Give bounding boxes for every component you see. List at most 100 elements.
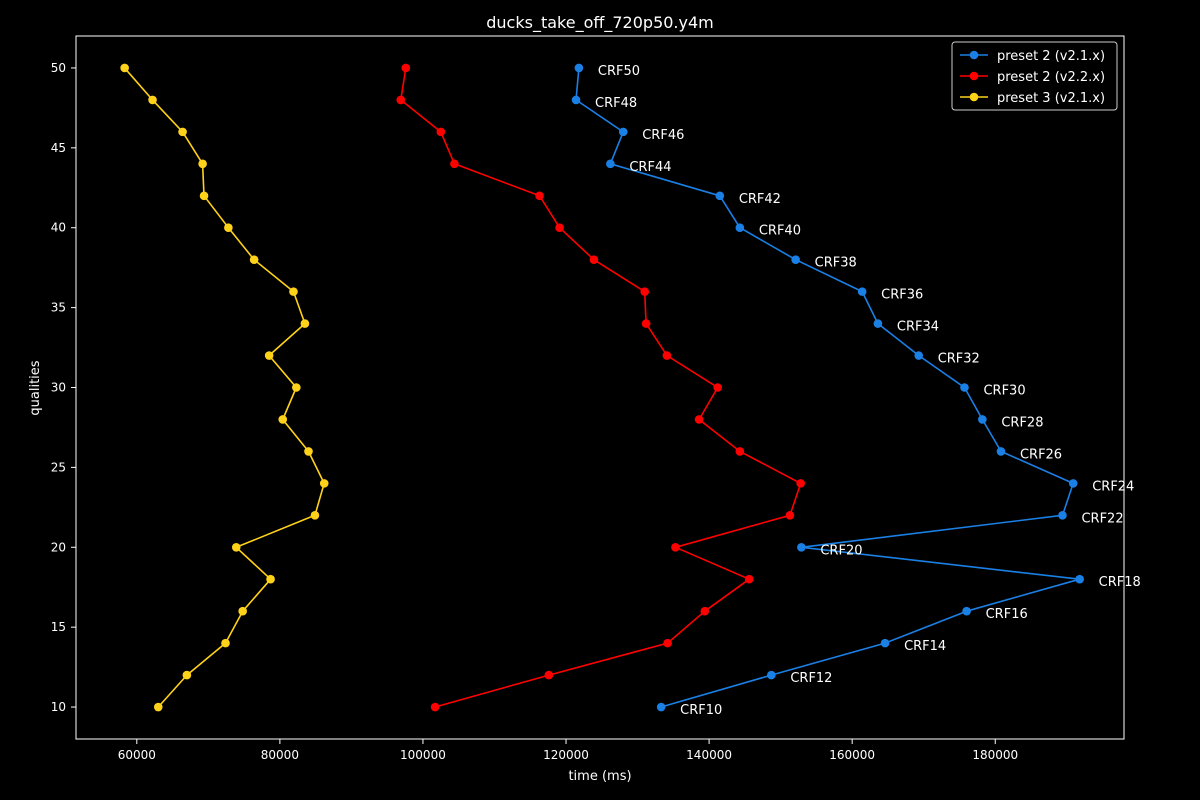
data-point [618, 127, 628, 137]
point-label: CRF24 [1092, 479, 1134, 494]
data-point [873, 319, 883, 328]
legend-entry: preset 2 (v2.2.x) [997, 70, 1105, 85]
data-point [310, 511, 320, 520]
point-label: CRF22 [1081, 511, 1123, 526]
legend-swatch-marker [969, 71, 979, 81]
data-point [198, 159, 207, 169]
x-tick-label: 140000 [686, 748, 732, 762]
legend-entry: preset 2 (v2.1.x) [997, 49, 1105, 64]
chart-title: ducks_take_off_720p50.y4m [486, 13, 714, 33]
point-label: CRF26 [1020, 447, 1062, 462]
y-axis-label: qualities [28, 360, 43, 415]
data-point [880, 638, 890, 648]
y-tick-label: 15 [51, 620, 66, 634]
data-point [962, 606, 971, 616]
point-label: CRF20 [820, 543, 862, 558]
data-point [640, 287, 650, 296]
point-label: CRF14 [904, 639, 946, 654]
point-label: CRF36 [881, 288, 923, 303]
point-label: CRF10 [680, 703, 722, 718]
data-point [120, 63, 129, 73]
point-label-layer: CRF10 CRF12 CRF14 CRF16 CRF18 CRF20 CRF22 CRF24… [595, 64, 1141, 718]
data-point [249, 255, 259, 264]
data-point [430, 702, 440, 712]
data-point [199, 191, 209, 201]
x-tick-label: 100000 [400, 748, 446, 762]
point-label: CRF42 [739, 192, 781, 207]
data-point [289, 287, 298, 296]
data-point [278, 415, 288, 424]
y-tick-label: 40 [51, 221, 66, 235]
data-point [555, 223, 564, 233]
y-tick-label: 35 [51, 301, 66, 315]
point-label: CRF40 [759, 224, 801, 239]
data-point [785, 511, 795, 520]
data-point [450, 159, 459, 169]
series-layer [120, 63, 1084, 712]
data-point [606, 159, 615, 169]
data-point [671, 542, 680, 552]
data-point [266, 574, 275, 584]
data-point [264, 351, 274, 360]
data-point [996, 447, 1006, 456]
x-axis-label: time (ms) [568, 769, 631, 784]
data-point [857, 287, 867, 296]
data-point [231, 542, 241, 552]
data-point [1075, 574, 1084, 584]
data-point [796, 479, 805, 488]
point-label: CRF48 [595, 96, 637, 111]
y-tick-label: 10 [51, 700, 66, 714]
data-point [224, 223, 233, 233]
data-point [767, 670, 776, 680]
point-label: CRF30 [983, 384, 1025, 399]
data-point [535, 191, 544, 201]
x-tick-label: 120000 [543, 748, 589, 762]
data-point [304, 447, 313, 456]
data-point [791, 255, 800, 264]
data-point [735, 447, 745, 456]
data-point [1058, 511, 1067, 520]
plot-area: 60000 80000 100000 120000 140000 160000 180000… [51, 35, 1125, 762]
data-point [978, 415, 987, 424]
data-point [319, 479, 329, 488]
legend-entry: preset 3 (v2.1.x) [997, 91, 1105, 106]
data-point [662, 351, 672, 360]
data-point [148, 95, 157, 105]
y-tick-label: 50 [51, 61, 66, 75]
data-point [694, 415, 704, 424]
data-point [735, 223, 745, 233]
data-point [544, 670, 554, 680]
data-point [656, 702, 666, 712]
data-point [182, 670, 192, 680]
point-label: CRF28 [1001, 415, 1043, 430]
data-point [153, 702, 163, 712]
point-label: CRF18 [1099, 575, 1141, 590]
y-tick-label: 25 [51, 460, 66, 474]
point-label: CRF16 [986, 607, 1028, 622]
data-point [744, 574, 754, 584]
data-point [574, 63, 584, 73]
x-tick-label: 80000 [261, 748, 299, 762]
y-tick-label: 45 [51, 141, 66, 155]
point-label: CRF46 [642, 128, 684, 143]
data-point [238, 606, 247, 616]
x-tick-label: 60000 [118, 748, 156, 762]
data-point [713, 383, 722, 392]
point-label: CRF44 [629, 160, 671, 175]
data-point [663, 638, 672, 648]
x-tick-label: 180000 [972, 748, 1018, 762]
legend-frame [951, 41, 1118, 111]
point-label: CRF32 [938, 352, 980, 367]
data-point [292, 383, 301, 392]
data-point [641, 319, 651, 328]
data-point [401, 63, 411, 73]
data-point [1068, 479, 1078, 488]
data-point [715, 191, 725, 201]
data-point [914, 351, 923, 360]
point-label: CRF12 [790, 671, 832, 686]
legend: preset 2 (v2.1.x) preset 2 (v2.2.x) preset… [951, 41, 1118, 111]
series-line [399, 67, 802, 708]
data-point [178, 127, 187, 137]
data-point [300, 319, 310, 328]
